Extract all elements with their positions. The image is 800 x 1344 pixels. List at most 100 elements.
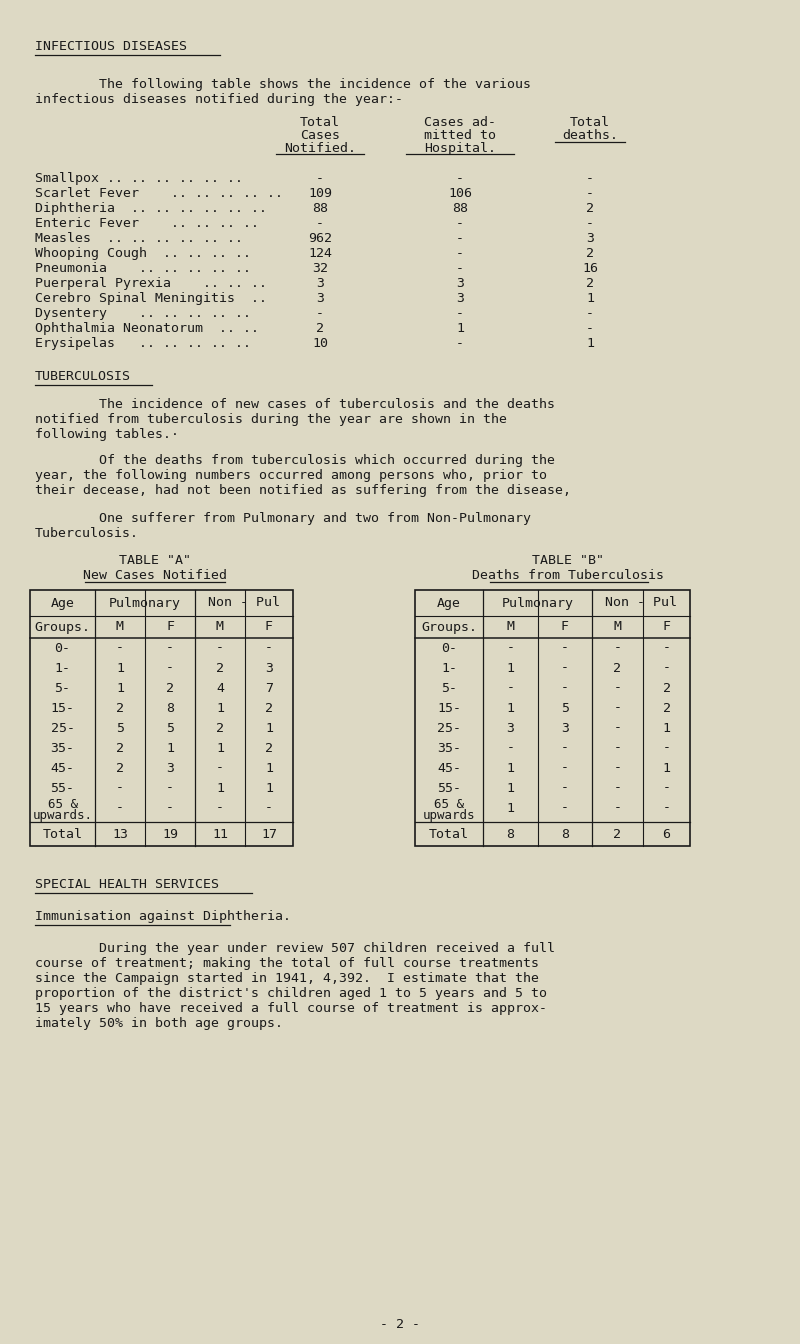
Text: Age: Age bbox=[437, 597, 461, 609]
Text: 16: 16 bbox=[582, 262, 598, 276]
Text: -: - bbox=[586, 216, 594, 230]
Text: Erysipelas   .. .. .. .. ..: Erysipelas .. .. .. .. .. bbox=[35, 337, 251, 349]
Text: 1: 1 bbox=[116, 661, 124, 675]
Text: -: - bbox=[506, 742, 514, 754]
Text: 1: 1 bbox=[662, 762, 670, 774]
Text: 3: 3 bbox=[456, 292, 464, 305]
Text: Diphtheria  .. .. .. .. .. ..: Diphtheria .. .. .. .. .. .. bbox=[35, 202, 267, 215]
Text: Total: Total bbox=[570, 116, 610, 129]
Text: -: - bbox=[586, 172, 594, 185]
Text: -: - bbox=[561, 801, 569, 814]
Text: 0-: 0- bbox=[54, 641, 70, 655]
Text: 0-: 0- bbox=[441, 641, 457, 655]
Text: 1: 1 bbox=[265, 762, 273, 774]
Text: 65 &: 65 & bbox=[434, 797, 464, 810]
Text: -: - bbox=[614, 781, 622, 794]
Text: -: - bbox=[216, 641, 224, 655]
Text: 2: 2 bbox=[216, 661, 224, 675]
Text: 5: 5 bbox=[116, 722, 124, 735]
Text: 1: 1 bbox=[662, 722, 670, 735]
Text: Deaths from Tuberculosis: Deaths from Tuberculosis bbox=[472, 569, 664, 582]
Text: 1: 1 bbox=[586, 292, 594, 305]
Text: Hospital.: Hospital. bbox=[424, 142, 496, 155]
Text: -: - bbox=[166, 661, 174, 675]
Text: F: F bbox=[166, 621, 174, 633]
Text: Groups.: Groups. bbox=[34, 621, 90, 633]
Text: 25-: 25- bbox=[50, 722, 74, 735]
Text: 1: 1 bbox=[216, 702, 224, 715]
Text: Notified.: Notified. bbox=[284, 142, 356, 155]
Text: -: - bbox=[614, 681, 622, 695]
Text: 3: 3 bbox=[166, 762, 174, 774]
Text: 13: 13 bbox=[112, 828, 128, 840]
Text: -: - bbox=[316, 216, 324, 230]
Text: year, the following numbers occurred among persons who, prior to: year, the following numbers occurred amo… bbox=[35, 469, 547, 482]
Text: F: F bbox=[561, 621, 569, 633]
Text: 3: 3 bbox=[265, 661, 273, 675]
Text: 2: 2 bbox=[614, 828, 622, 840]
Text: 65 &: 65 & bbox=[47, 797, 78, 810]
Text: -: - bbox=[614, 742, 622, 754]
Text: 1-: 1- bbox=[441, 661, 457, 675]
Text: -: - bbox=[216, 762, 224, 774]
Text: 2: 2 bbox=[216, 722, 224, 735]
Text: 15-: 15- bbox=[437, 702, 461, 715]
Text: 1: 1 bbox=[166, 742, 174, 754]
Bar bbox=[415, 590, 690, 845]
Text: -: - bbox=[614, 702, 622, 715]
Text: Non - Pul: Non - Pul bbox=[605, 597, 677, 609]
Text: 3: 3 bbox=[456, 277, 464, 290]
Text: 2: 2 bbox=[116, 762, 124, 774]
Text: Pneumonia    .. .. .. .. ..: Pneumonia .. .. .. .. .. bbox=[35, 262, 251, 276]
Text: 15 years who have received a full course of treatment is approx-: 15 years who have received a full course… bbox=[35, 1003, 547, 1015]
Text: 45-: 45- bbox=[50, 762, 74, 774]
Text: -: - bbox=[662, 801, 670, 814]
Text: proportion of the district's children aged 1 to 5 years and 5 to: proportion of the district's children ag… bbox=[35, 986, 547, 1000]
Text: Pulmonary: Pulmonary bbox=[502, 597, 574, 609]
Text: Of the deaths from tuberculosis which occurred during the: Of the deaths from tuberculosis which oc… bbox=[35, 454, 555, 466]
Text: TABLE "A": TABLE "A" bbox=[119, 554, 191, 567]
Text: - 2 -: - 2 - bbox=[380, 1318, 420, 1331]
Text: -: - bbox=[456, 216, 464, 230]
Text: imately 50% in both age groups.: imately 50% in both age groups. bbox=[35, 1017, 283, 1030]
Text: Ophthalmia Neonatorum  .. ..: Ophthalmia Neonatorum .. .. bbox=[35, 323, 259, 335]
Text: course of treatment; making the total of full course treatments: course of treatment; making the total of… bbox=[35, 957, 539, 970]
Text: 32: 32 bbox=[312, 262, 328, 276]
Text: SPECIAL HEALTH SERVICES: SPECIAL HEALTH SERVICES bbox=[35, 878, 219, 891]
Text: 55-: 55- bbox=[50, 781, 74, 794]
Text: 1: 1 bbox=[506, 702, 514, 715]
Text: their decease, had not been notified as suffering from the disease,: their decease, had not been notified as … bbox=[35, 484, 571, 497]
Text: -: - bbox=[561, 781, 569, 794]
Text: -: - bbox=[116, 781, 124, 794]
Text: 1: 1 bbox=[116, 681, 124, 695]
Text: 2: 2 bbox=[116, 702, 124, 715]
Text: 2: 2 bbox=[265, 702, 273, 715]
Text: -: - bbox=[456, 337, 464, 349]
Text: 35-: 35- bbox=[50, 742, 74, 754]
Text: Pulmonary: Pulmonary bbox=[109, 597, 181, 609]
Text: -: - bbox=[316, 172, 324, 185]
Text: -: - bbox=[561, 681, 569, 695]
Text: Groups.: Groups. bbox=[421, 621, 477, 633]
Text: mitted to: mitted to bbox=[424, 129, 496, 142]
Text: -: - bbox=[216, 801, 224, 814]
Text: 5-: 5- bbox=[54, 681, 70, 695]
Text: Total: Total bbox=[429, 828, 469, 840]
Text: -: - bbox=[586, 187, 594, 200]
Text: Age: Age bbox=[50, 597, 74, 609]
Text: 1-: 1- bbox=[54, 661, 70, 675]
Text: infectious diseases notified during the year:-: infectious diseases notified during the … bbox=[35, 93, 403, 106]
Text: -: - bbox=[506, 641, 514, 655]
Text: -: - bbox=[456, 247, 464, 259]
Text: -: - bbox=[456, 233, 464, 245]
Text: 88: 88 bbox=[312, 202, 328, 215]
Text: -: - bbox=[662, 641, 670, 655]
Text: -: - bbox=[662, 742, 670, 754]
Bar bbox=[30, 590, 293, 845]
Text: 1: 1 bbox=[456, 323, 464, 335]
Text: During the year under review 507 children received a full: During the year under review 507 childre… bbox=[35, 942, 555, 956]
Text: -: - bbox=[561, 762, 569, 774]
Text: 35-: 35- bbox=[437, 742, 461, 754]
Text: 3: 3 bbox=[506, 722, 514, 735]
Text: -: - bbox=[506, 681, 514, 695]
